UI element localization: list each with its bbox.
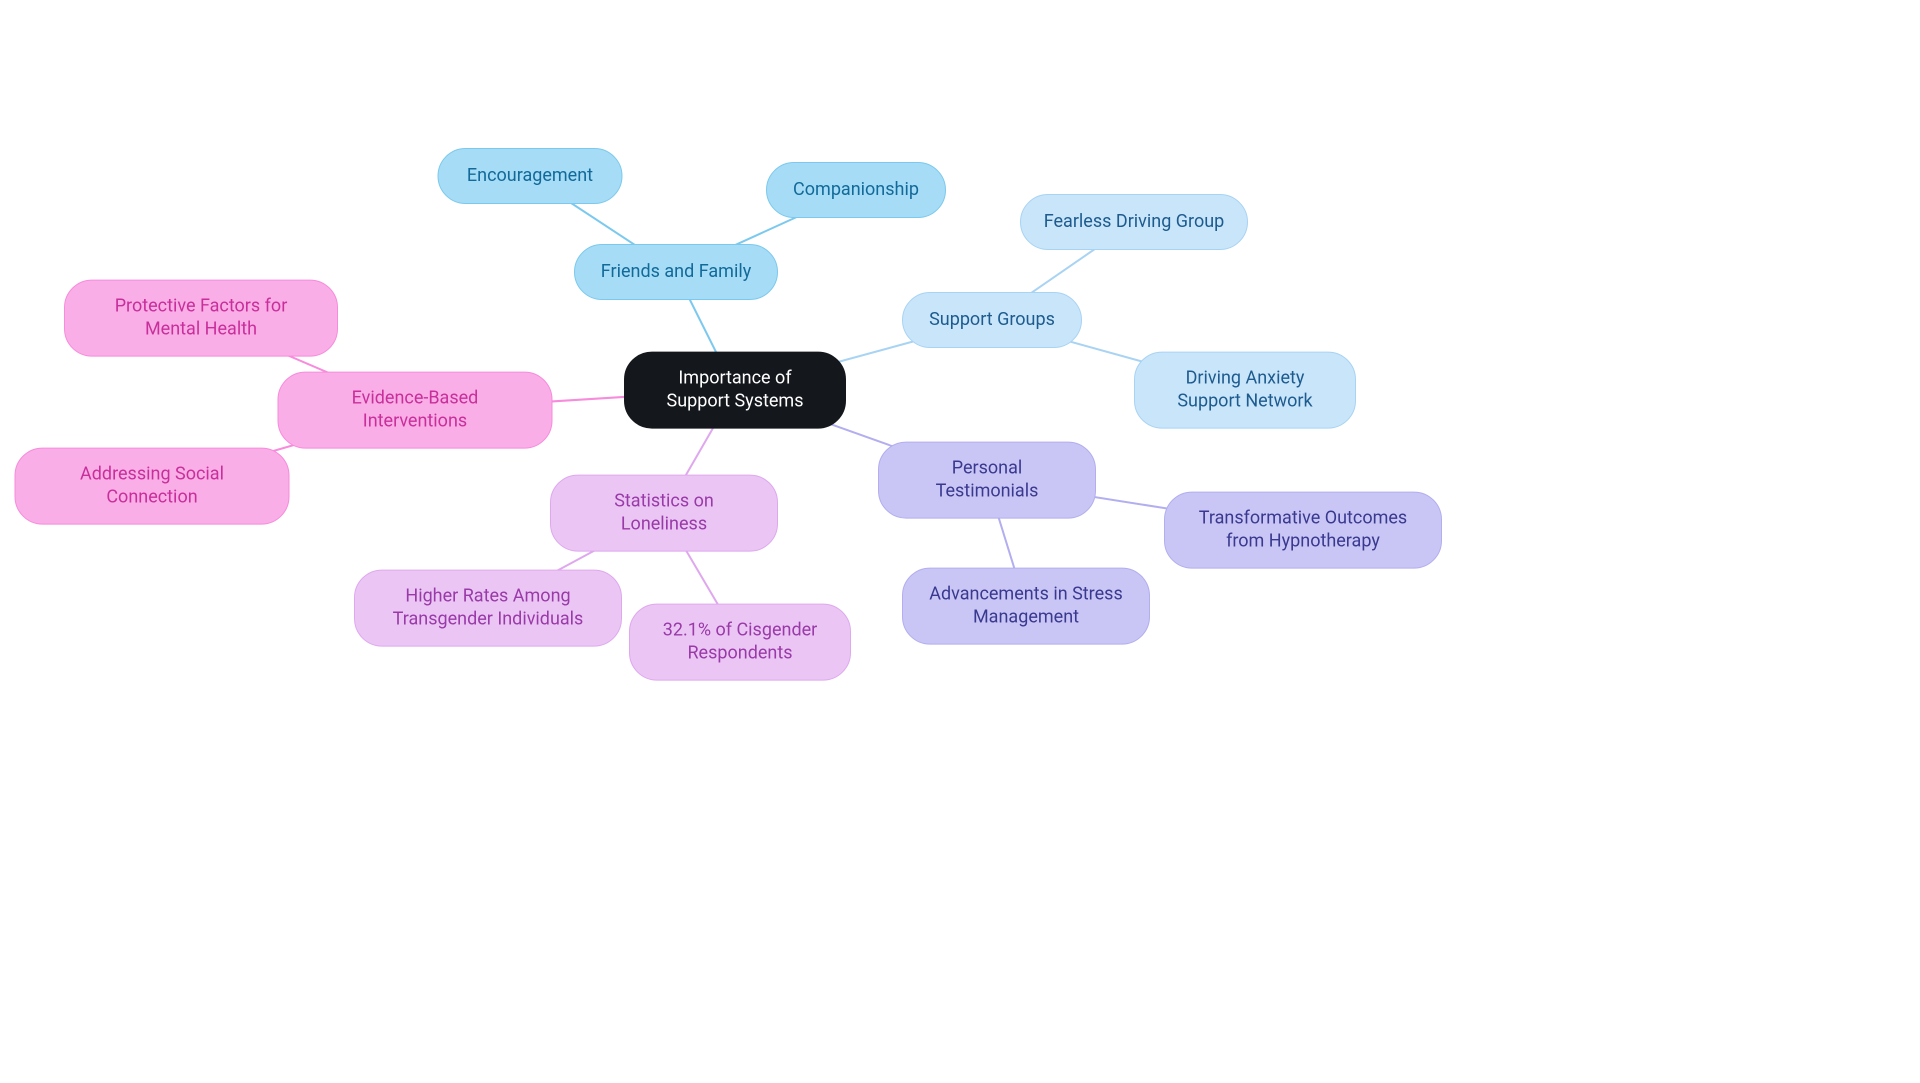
node-ff: Friends and Family — [574, 244, 778, 300]
node-label-pt2: Advancements in Stress Management — [925, 583, 1127, 630]
node-label-sl: Statistics on Loneliness — [573, 490, 755, 537]
node-label-sg2: Driving Anxiety Support Network — [1157, 367, 1333, 414]
node-label-root: Importance of Support Systems — [647, 367, 823, 414]
node-pt1: Transformative Outcomes from Hypnotherap… — [1164, 492, 1442, 569]
node-ff1: Encouragement — [438, 148, 623, 204]
node-label-ff2: Companionship — [793, 178, 919, 201]
edge-layer — [0, 0, 1920, 1083]
node-label-ff: Friends and Family — [601, 260, 751, 283]
node-label-sg1: Fearless Driving Group — [1044, 210, 1225, 233]
node-label-ff1: Encouragement — [467, 164, 593, 187]
node-eb1: Protective Factors for Mental Health — [64, 280, 338, 357]
node-label-pt: Personal Testimonials — [901, 457, 1073, 504]
node-label-sl1: Higher Rates Among Transgender Individua… — [377, 585, 599, 632]
node-pt: Personal Testimonials — [878, 442, 1096, 519]
node-sl: Statistics on Loneliness — [550, 475, 778, 552]
node-label-pt1: Transformative Outcomes from Hypnotherap… — [1187, 507, 1419, 554]
node-label-sl2: 32.1% of Cisgender Respondents — [652, 619, 828, 666]
node-label-eb1: Protective Factors for Mental Health — [87, 295, 315, 342]
node-sg2: Driving Anxiety Support Network — [1134, 352, 1356, 429]
node-eb2: Addressing Social Connection — [15, 448, 290, 525]
node-sg1: Fearless Driving Group — [1020, 194, 1248, 250]
node-label-eb2: Addressing Social Connection — [38, 463, 267, 510]
node-sl2: 32.1% of Cisgender Respondents — [629, 604, 851, 681]
node-sl1: Higher Rates Among Transgender Individua… — [354, 570, 622, 647]
node-root: Importance of Support Systems — [624, 352, 846, 429]
node-sg: Support Groups — [902, 292, 1082, 348]
node-label-sg: Support Groups — [929, 308, 1055, 331]
node-eb: Evidence-Based Interventions — [278, 372, 553, 449]
node-pt2: Advancements in Stress Management — [902, 568, 1150, 645]
node-label-eb: Evidence-Based Interventions — [301, 387, 530, 434]
node-ff2: Companionship — [766, 162, 946, 218]
